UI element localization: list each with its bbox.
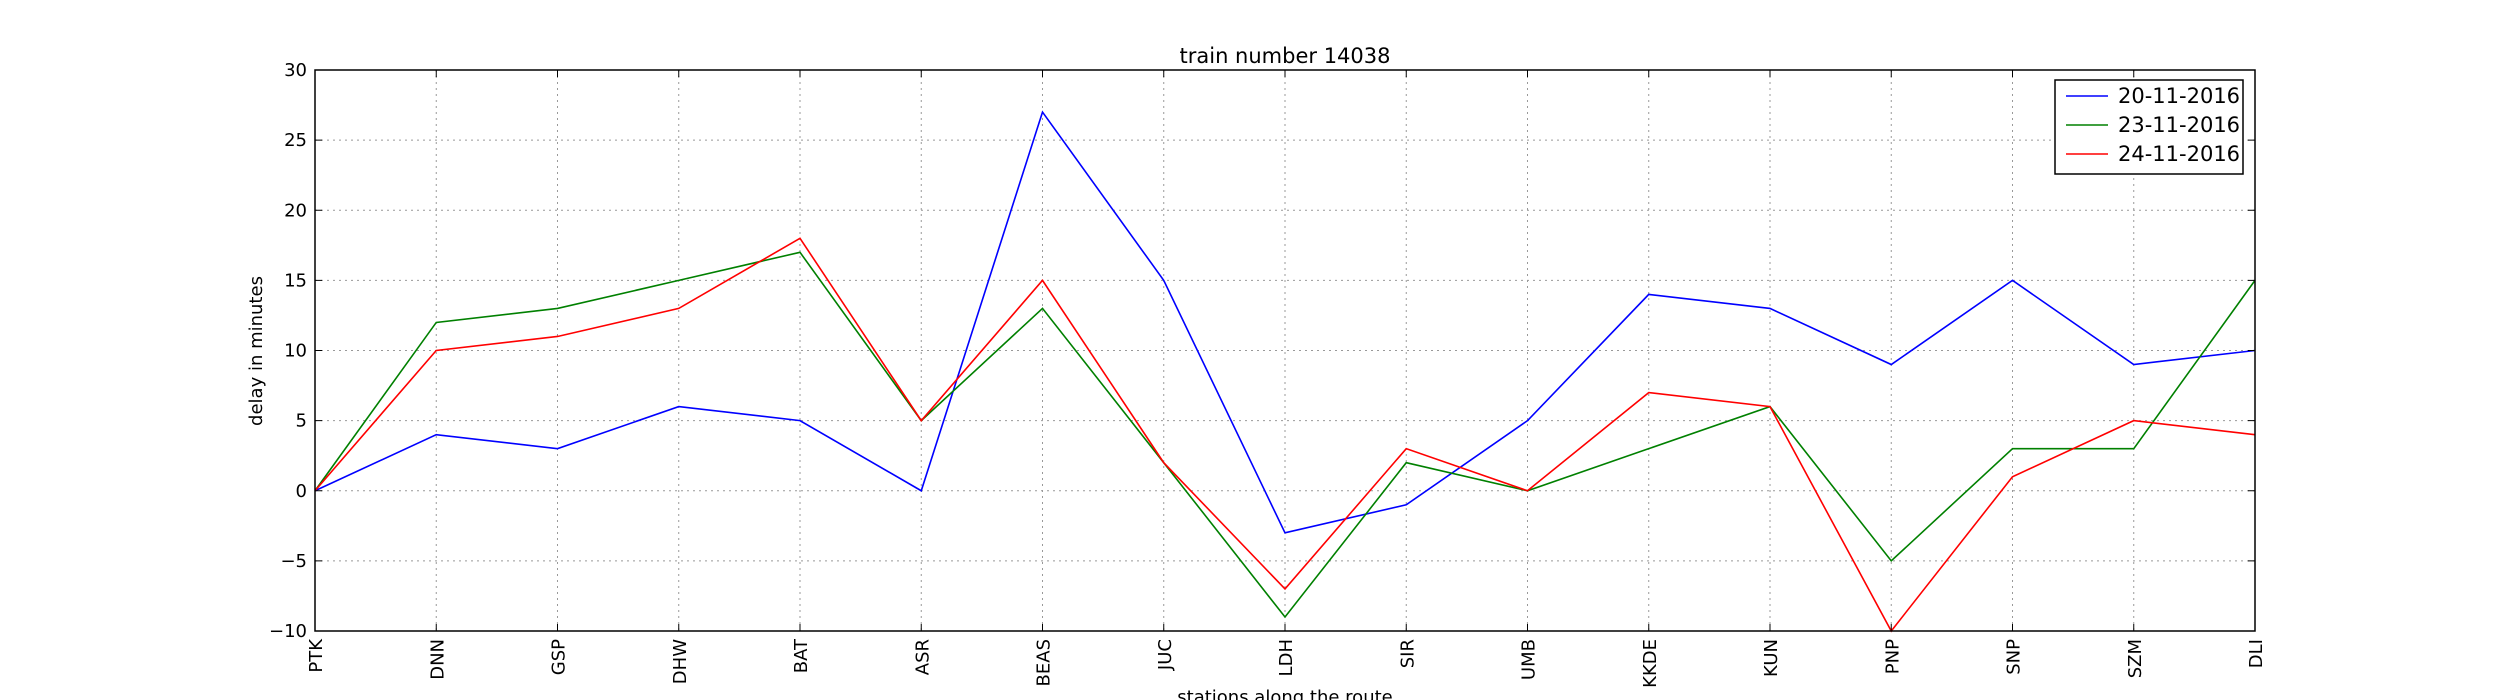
chart-title: train number 14038 <box>1180 44 1391 68</box>
y-axis-title: delay in minutes <box>246 276 267 426</box>
series-layer <box>314 110 2256 633</box>
y-tick-label: 25 <box>284 130 307 151</box>
x-axis-title: stations along the route <box>1177 687 1392 700</box>
x-tick-label: ASR <box>912 639 933 675</box>
y-tick-label: 0 <box>296 481 307 502</box>
x-tick-label: DLI <box>2246 639 2267 668</box>
x-tick-label: DNN <box>427 639 448 680</box>
x-tick-label: SIR <box>1397 639 1418 668</box>
x-tick-label: UMB <box>1519 639 1540 680</box>
y-tick-label: 5 <box>296 411 307 432</box>
x-tick-label: BAT <box>791 638 812 673</box>
x-tick-label: GSP <box>549 639 570 675</box>
x-tick-label: SNP <box>2004 639 2025 675</box>
x-tick-label: BEAS <box>1034 639 1055 686</box>
x-tick-label: SZM <box>2125 639 2146 678</box>
legend-entries: 20-11-2016 23-11-2016 24-11-2016 <box>2066 84 2240 166</box>
x-tick-label: KUN <box>1761 639 1782 677</box>
y-tick-label: 15 <box>284 270 307 291</box>
x-tick-label: PNP <box>1882 639 1903 674</box>
tick-layer: PTK DNN GSP DHW BAT ASR BEAS JUC LDH SIR UMB KKDE KU… <box>269 60 2267 688</box>
y-tick-label: −10 <box>269 621 307 642</box>
x-tick-label: LDH <box>1276 639 1297 676</box>
legend-label: 20-11-2016 <box>2118 84 2240 108</box>
x-tick-label: JUC <box>1155 639 1176 671</box>
y-tick-label: 20 <box>284 200 307 221</box>
series-line-20-11-2016 <box>314 110 2256 534</box>
y-tick-label: 30 <box>284 60 307 81</box>
series-line-23-11-2016 <box>314 251 2256 619</box>
legend-label: 23-11-2016 <box>2118 113 2240 137</box>
x-tick-label: DHW <box>670 639 691 684</box>
x-tick-label: KKDE <box>1640 639 1661 688</box>
grid-layer <box>315 70 2255 631</box>
y-tick-label: 10 <box>284 341 307 362</box>
y-tick-label: −5 <box>280 551 307 572</box>
legend: 20-11-2016 23-11-2016 24-11-2016 <box>2054 79 2244 175</box>
x-tick-label: PTK <box>306 638 327 673</box>
series-line-24-11-2016 <box>314 237 2256 633</box>
legend-label: 24-11-2016 <box>2118 142 2240 166</box>
